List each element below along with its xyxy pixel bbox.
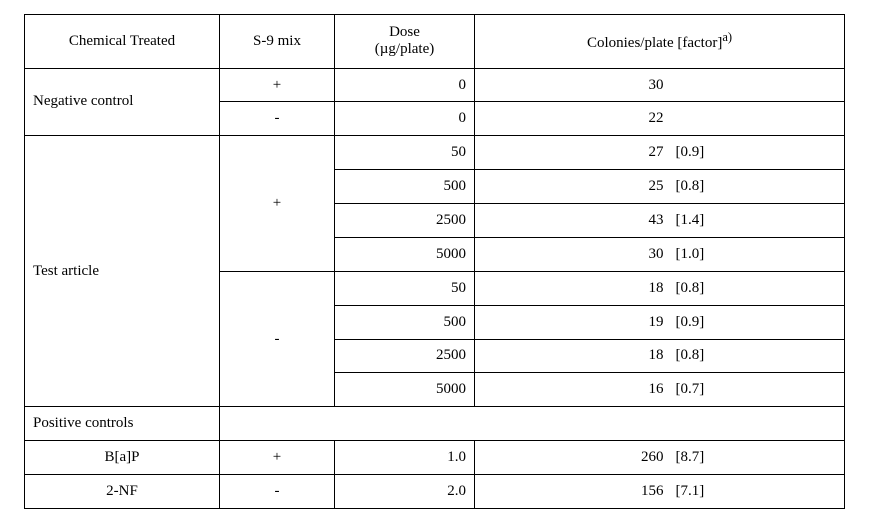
test-plus-dose-1: 500 — [335, 170, 475, 204]
neg-plus-factor — [676, 77, 746, 94]
test-plus-count-1: 25 — [574, 178, 676, 195]
test-minus-dose-0: 50 — [335, 271, 475, 305]
col-header-result: Colonies/plate [factor]a) — [475, 15, 845, 69]
positive-control-row-1: 2-NF - 2.0 156 [7.1] — [25, 474, 845, 508]
test-minus-result-3: 16 [0.7] — [475, 373, 845, 407]
test-minus-factor-3: [0.7] — [676, 381, 746, 398]
test-plus-count-0: 27 — [574, 144, 676, 161]
test-plus-dose-2: 2500 — [335, 204, 475, 238]
test-minus-count-1: 19 — [574, 314, 676, 331]
test-plus-factor-2: [1.4] — [676, 212, 746, 229]
test-minus-count-2: 18 — [574, 347, 676, 364]
test-plus-dose-0: 50 — [335, 136, 475, 170]
neg-minus-count: 22 — [574, 110, 676, 127]
test-plus-result-3: 30 [1.0] — [475, 237, 845, 271]
result-header-sup: a) — [722, 30, 732, 44]
test-plus-count-3: 30 — [574, 246, 676, 263]
test-plus-result-0: 27 [0.9] — [475, 136, 845, 170]
dose-header-line2: (µg/plate) — [375, 41, 434, 57]
test-plus-factor-3: [1.0] — [676, 246, 746, 263]
col-header-dose: Dose (µg/plate) — [335, 15, 475, 69]
test-plus-s9: + — [220, 136, 335, 271]
pc0-factor: [8.7] — [676, 449, 746, 466]
table-header-row: Chemical Treated S-9 mix Dose (µg/plate)… — [25, 15, 845, 69]
test-plus-factor-0: [0.9] — [676, 144, 746, 161]
pc0-count: 260 — [574, 449, 676, 466]
neg-plus-dose: 0 — [335, 68, 475, 102]
test-minus-result-1: 19 [0.9] — [475, 305, 845, 339]
pc0-dose: 1.0 — [335, 441, 475, 475]
test-minus-factor-2: [0.8] — [676, 347, 746, 364]
neg-minus-dose: 0 — [335, 102, 475, 136]
test-minus-result-0: 18 [0.8] — [475, 271, 845, 305]
test-plus-result-2: 43 [1.4] — [475, 204, 845, 238]
neg-control-label: Negative control — [25, 68, 220, 136]
pc1-count: 156 — [574, 483, 676, 500]
col-header-chemical: Chemical Treated — [25, 15, 220, 69]
pc1-s9: - — [220, 474, 335, 508]
pc0-s9: + — [220, 441, 335, 475]
test-minus-count-3: 16 — [574, 381, 676, 398]
neg-minus-s9: - — [220, 102, 335, 136]
neg-minus-result: 22 — [475, 102, 845, 136]
pc1-result: 156 [7.1] — [475, 474, 845, 508]
pc0-result: 260 [8.7] — [475, 441, 845, 475]
positive-controls-label: Positive controls — [25, 407, 220, 441]
result-header-text: Colonies/plate [factor] — [587, 35, 722, 51]
neg-plus-count: 30 — [574, 77, 676, 94]
neg-plus-s9: + — [220, 68, 335, 102]
test-plus-factor-1: [0.8] — [676, 178, 746, 195]
positive-controls-header-row: Positive controls — [25, 407, 845, 441]
page: Chemical Treated S-9 mix Dose (µg/plate)… — [0, 0, 869, 523]
test-plus-result-1: 25 [0.8] — [475, 170, 845, 204]
test-plus-row-0: Test article + 50 27 [0.9] — [25, 136, 845, 170]
pc1-chem: 2-NF — [25, 474, 220, 508]
dose-header-line1: Dose — [389, 24, 420, 40]
test-minus-factor-1: [0.9] — [676, 314, 746, 331]
pc0-chem: B[a]P — [25, 441, 220, 475]
test-article-label: Test article — [25, 136, 220, 407]
col-header-s9: S-9 mix — [220, 15, 335, 69]
test-minus-dose-3: 5000 — [335, 373, 475, 407]
neg-plus-result: 30 — [475, 68, 845, 102]
positive-controls-empty — [220, 407, 845, 441]
test-minus-dose-1: 500 — [335, 305, 475, 339]
test-minus-dose-2: 2500 — [335, 339, 475, 373]
positive-control-row-0: B[a]P + 1.0 260 [8.7] — [25, 441, 845, 475]
test-minus-count-0: 18 — [574, 280, 676, 297]
neg-control-plus-row: Negative control + 0 30 — [25, 68, 845, 102]
ames-table: Chemical Treated S-9 mix Dose (µg/plate)… — [24, 14, 845, 509]
test-plus-count-2: 43 — [574, 212, 676, 229]
test-plus-dose-3: 5000 — [335, 237, 475, 271]
test-minus-result-2: 18 [0.8] — [475, 339, 845, 373]
test-minus-s9: - — [220, 271, 335, 406]
pc1-dose: 2.0 — [335, 474, 475, 508]
neg-minus-factor — [676, 110, 746, 127]
test-minus-factor-0: [0.8] — [676, 280, 746, 297]
pc1-factor: [7.1] — [676, 483, 746, 500]
